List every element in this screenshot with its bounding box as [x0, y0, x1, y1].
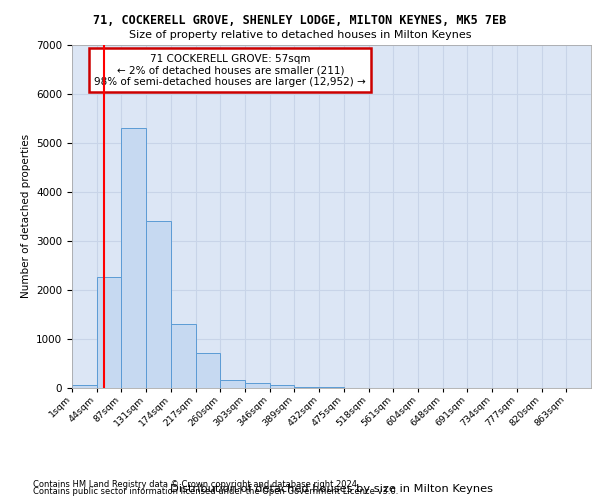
Bar	[146, 221, 171, 388]
Text: Contains HM Land Registry data © Crown copyright and database right 2024.: Contains HM Land Registry data © Crown c…	[33, 480, 359, 489]
Bar	[97, 278, 121, 388]
Bar	[171, 324, 196, 388]
Text: Size of property relative to detached houses in Milton Keynes: Size of property relative to detached ho…	[129, 30, 471, 40]
Bar	[245, 382, 270, 388]
Text: Contains public sector information licensed under the Open Government Licence v3: Contains public sector information licen…	[33, 488, 398, 496]
Bar	[72, 385, 97, 388]
Bar	[121, 128, 146, 388]
Bar	[270, 385, 295, 388]
Y-axis label: Number of detached properties: Number of detached properties	[20, 134, 31, 298]
Text: 71, COCKERELL GROVE, SHENLEY LODGE, MILTON KEYNES, MK5 7EB: 71, COCKERELL GROVE, SHENLEY LODGE, MILT…	[94, 14, 506, 27]
X-axis label: Distribution of detached houses by size in Milton Keynes: Distribution of detached houses by size …	[170, 484, 493, 494]
Bar	[196, 353, 220, 388]
Text: 71 COCKERELL GROVE: 57sqm
← 2% of detached houses are smaller (211)
98% of semi-: 71 COCKERELL GROVE: 57sqm ← 2% of detach…	[94, 54, 366, 87]
Bar	[220, 380, 245, 388]
